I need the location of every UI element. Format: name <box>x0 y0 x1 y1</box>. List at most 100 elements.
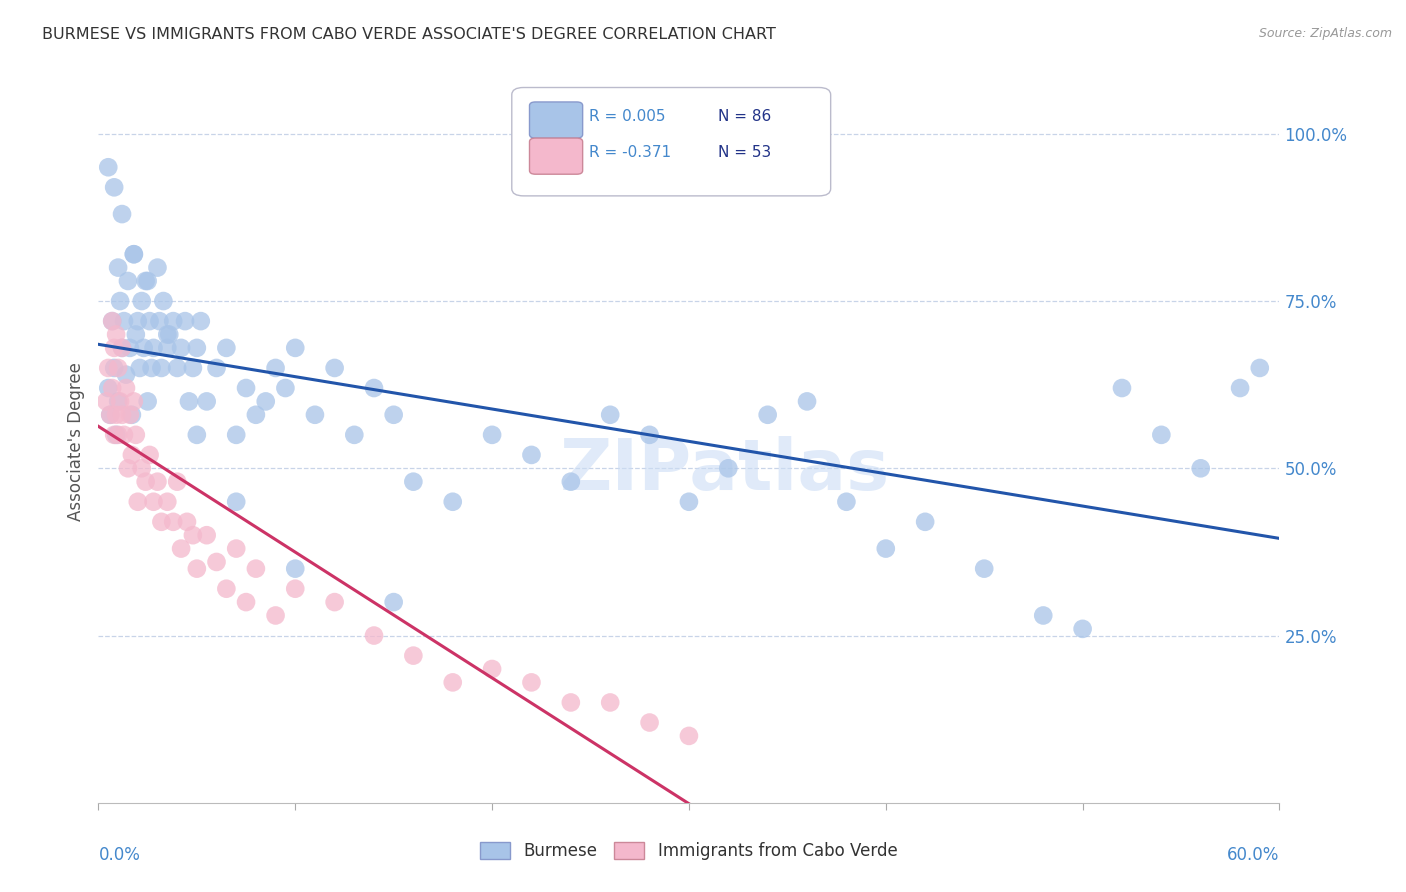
Point <box>520 675 543 690</box>
Point <box>118 341 141 355</box>
Point <box>107 361 129 376</box>
Point <box>205 361 228 376</box>
Point <box>264 361 287 376</box>
Point <box>1150 427 1173 442</box>
Point <box>112 427 135 442</box>
Point <box>98 408 121 422</box>
Point <box>101 381 124 395</box>
Point <box>117 461 139 475</box>
Point <box>142 494 165 508</box>
Point <box>481 662 503 676</box>
Point <box>1189 461 1212 475</box>
Point <box>756 408 779 422</box>
Point <box>225 427 247 442</box>
Point <box>1229 381 1251 395</box>
Point <box>108 294 131 309</box>
Point <box>638 715 661 730</box>
Point <box>914 515 936 529</box>
Point <box>599 696 621 710</box>
Point <box>97 381 120 395</box>
Point <box>225 494 247 508</box>
Point <box>135 274 157 288</box>
Point <box>103 427 125 442</box>
Point <box>599 408 621 422</box>
Point <box>122 247 145 261</box>
Point <box>142 341 165 355</box>
Point <box>215 582 238 596</box>
Point <box>181 361 204 376</box>
Point <box>117 274 139 288</box>
Point <box>520 448 543 462</box>
Point <box>97 161 120 175</box>
Point <box>186 341 208 355</box>
Point <box>170 541 193 556</box>
Point <box>146 475 169 489</box>
Point <box>170 341 193 355</box>
Point <box>166 361 188 376</box>
Point <box>96 394 118 409</box>
Point <box>157 327 180 342</box>
FancyBboxPatch shape <box>512 87 831 196</box>
Point <box>195 394 218 409</box>
Point <box>136 394 159 409</box>
Point <box>796 394 818 409</box>
Point <box>141 361 163 376</box>
Point <box>235 595 257 609</box>
Point <box>125 427 148 442</box>
Point <box>177 394 200 409</box>
Point <box>127 314 149 328</box>
Point <box>150 361 173 376</box>
Point <box>103 180 125 194</box>
Point <box>105 327 128 342</box>
Point <box>115 381 138 395</box>
Y-axis label: Associate's Degree: Associate's Degree <box>66 362 84 521</box>
Point <box>560 475 582 489</box>
Point <box>215 341 238 355</box>
Point <box>245 562 267 576</box>
Point <box>128 361 150 376</box>
Point <box>156 494 179 508</box>
Point <box>156 327 179 342</box>
Point <box>122 394 145 409</box>
Point <box>111 341 134 355</box>
Point <box>121 408 143 422</box>
Text: 60.0%: 60.0% <box>1227 847 1279 864</box>
Point <box>382 408 405 422</box>
Point <box>245 408 267 422</box>
Point <box>638 427 661 442</box>
Text: N = 86: N = 86 <box>718 109 772 124</box>
Point <box>127 494 149 508</box>
Point <box>1249 361 1271 376</box>
Text: BURMESE VS IMMIGRANTS FROM CABO VERDE ASSOCIATE'S DEGREE CORRELATION CHART: BURMESE VS IMMIGRANTS FROM CABO VERDE AS… <box>42 27 776 42</box>
Point <box>108 394 131 409</box>
Point <box>107 394 129 409</box>
Point <box>678 494 700 508</box>
Point <box>264 608 287 623</box>
FancyBboxPatch shape <box>530 138 582 174</box>
Point <box>148 314 170 328</box>
Point <box>284 341 307 355</box>
Point <box>402 475 425 489</box>
Point <box>363 381 385 395</box>
Point <box>176 515 198 529</box>
Text: ZIPatlas: ZIPatlas <box>560 436 890 505</box>
Point <box>1071 622 1094 636</box>
Point <box>101 314 124 328</box>
Point <box>152 294 174 309</box>
Point <box>121 448 143 462</box>
Point <box>136 274 159 288</box>
Point <box>156 341 179 355</box>
Text: R = -0.371: R = -0.371 <box>589 145 671 160</box>
Text: N = 53: N = 53 <box>718 145 772 160</box>
Point <box>105 427 128 442</box>
Text: 0.0%: 0.0% <box>98 847 141 864</box>
Point <box>122 247 145 261</box>
Point <box>441 494 464 508</box>
Point <box>560 696 582 710</box>
Point <box>131 461 153 475</box>
Point <box>678 729 700 743</box>
Point <box>835 494 858 508</box>
Point <box>146 260 169 275</box>
Point <box>190 314 212 328</box>
Point <box>195 528 218 542</box>
